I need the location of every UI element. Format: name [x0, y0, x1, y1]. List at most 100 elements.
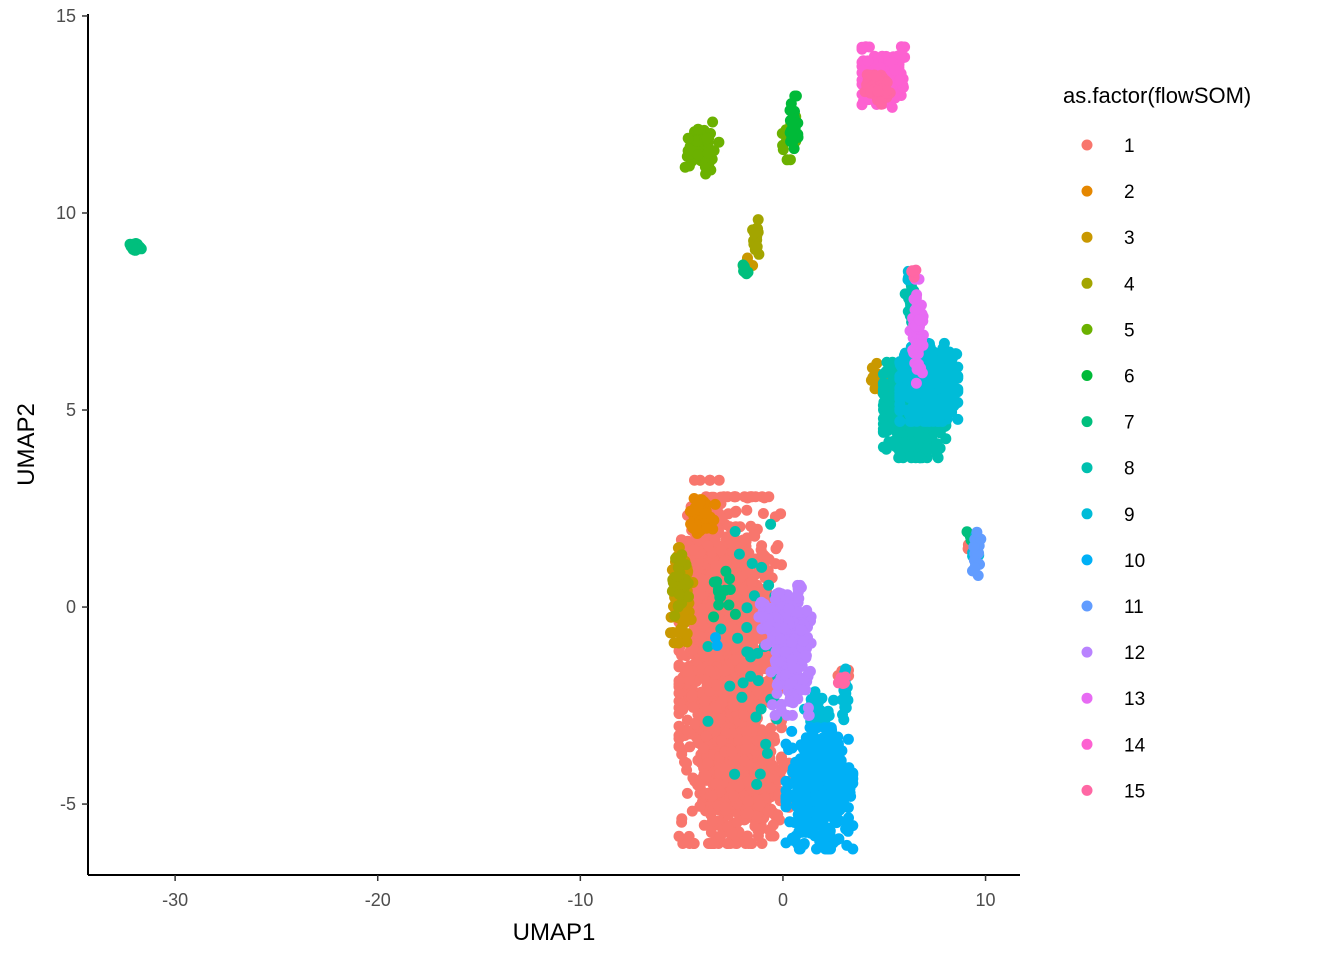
data-point [673, 687, 685, 699]
data-point [837, 709, 848, 721]
data-point [733, 548, 745, 560]
data-point [673, 588, 685, 600]
data-point [743, 547, 755, 559]
data-point [681, 636, 693, 648]
data-point [796, 684, 808, 696]
data-point [699, 507, 711, 519]
data-point [131, 244, 143, 255]
data-point [742, 795, 754, 807]
data-point [752, 675, 764, 687]
data-point [731, 838, 743, 849]
data-point [894, 386, 906, 397]
data-point [701, 133, 713, 145]
data-point [803, 709, 815, 721]
data-point [713, 136, 725, 148]
data-point [741, 602, 753, 614]
data-point [800, 650, 812, 662]
data-point [909, 304, 921, 316]
data-point [729, 641, 741, 653]
data-point [729, 491, 741, 503]
data-point [842, 733, 854, 745]
data-point [741, 504, 753, 516]
data-point [763, 553, 775, 565]
data-point [723, 599, 735, 611]
data-point [809, 686, 821, 698]
data-point [741, 622, 753, 633]
data-point [810, 765, 822, 777]
data-point [740, 726, 752, 738]
data-point [702, 715, 714, 727]
data-point [843, 812, 854, 824]
data-point [682, 665, 694, 677]
data-point [692, 123, 704, 135]
data-point [906, 411, 918, 423]
data-point [779, 646, 791, 658]
data-point [724, 680, 736, 692]
data-point [760, 738, 772, 750]
data-point [811, 843, 822, 855]
data-point [923, 381, 935, 393]
series-9-points [799, 265, 985, 730]
data-point [714, 830, 726, 842]
data-point [772, 809, 784, 821]
data-point [731, 816, 743, 828]
data-point [775, 508, 787, 520]
data-point [841, 839, 853, 851]
data-point [910, 377, 922, 389]
data-point [742, 807, 754, 819]
data-point [719, 802, 731, 814]
data-point [745, 520, 757, 532]
data-point [769, 709, 781, 721]
data-point [770, 543, 782, 555]
data-point [793, 826, 805, 837]
data-point [754, 768, 766, 780]
data-point [699, 673, 710, 685]
data-point [700, 770, 712, 782]
data-point [684, 741, 696, 753]
data-point [746, 558, 758, 569]
data-point [665, 627, 676, 639]
data-point [905, 441, 917, 453]
data-point [726, 746, 738, 758]
data-point [780, 801, 792, 813]
series-5-points [679, 111, 802, 180]
data-point [797, 753, 809, 765]
data-point [698, 742, 710, 754]
data-point [696, 663, 708, 675]
data-point [719, 665, 731, 677]
data-point [708, 611, 720, 623]
data-point [786, 636, 798, 648]
data-point [728, 790, 740, 802]
data-point [894, 398, 906, 410]
data-point [673, 675, 685, 687]
data-point [694, 496, 706, 508]
data-point [910, 338, 922, 350]
data-point [827, 786, 839, 798]
data-point [749, 530, 761, 542]
data-point [676, 649, 688, 661]
data-point [688, 644, 700, 656]
data-point [733, 781, 745, 793]
data-point [781, 154, 793, 166]
data-point [780, 837, 792, 849]
data-point [856, 41, 868, 53]
data-point [750, 491, 762, 503]
data-point [810, 778, 822, 789]
data-point [795, 624, 807, 636]
data-point [803, 817, 815, 829]
data-point [881, 356, 893, 368]
data-point [751, 241, 763, 253]
data-point [710, 702, 722, 714]
data-point [694, 800, 706, 812]
data-point [784, 678, 796, 690]
data-point [897, 363, 909, 375]
data-point [746, 576, 758, 588]
data-point [689, 474, 700, 486]
data-point [695, 614, 707, 626]
data-point [728, 700, 740, 712]
data-point [715, 713, 727, 725]
series-1-points [673, 474, 979, 849]
data-point [707, 815, 718, 827]
data-point [682, 725, 693, 737]
